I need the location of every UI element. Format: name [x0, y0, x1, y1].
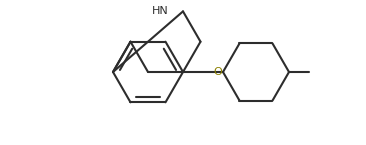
- Text: O: O: [214, 67, 223, 77]
- Text: HN: HN: [152, 6, 169, 16]
